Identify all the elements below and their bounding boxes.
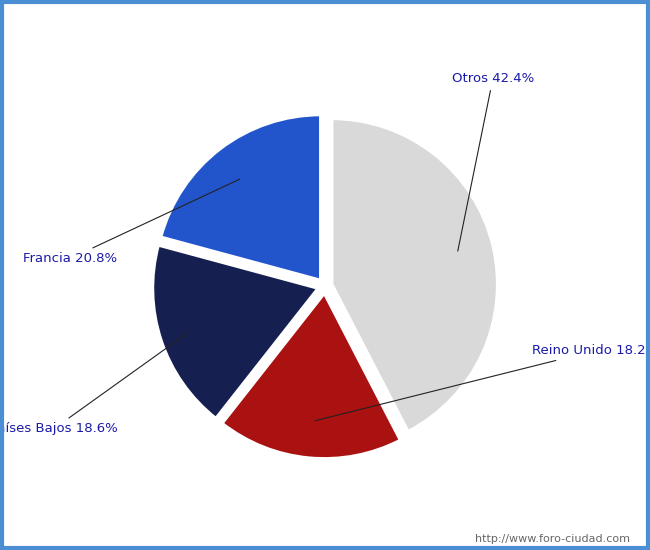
Text: Otros 42.4%: Otros 42.4% bbox=[452, 72, 534, 251]
Wedge shape bbox=[222, 293, 400, 459]
Wedge shape bbox=[332, 118, 498, 432]
Wedge shape bbox=[161, 114, 321, 280]
Text: Reino Unido 18.2%: Reino Unido 18.2% bbox=[315, 344, 650, 421]
Text: Países Bajos 18.6%: Países Bajos 18.6% bbox=[0, 332, 189, 436]
Wedge shape bbox=[153, 245, 318, 419]
Text: http://www.foro-ciudad.com: http://www.foro-ciudad.com bbox=[476, 535, 630, 544]
Text: Francia 20.8%: Francia 20.8% bbox=[23, 179, 240, 265]
Text: Puebla de Don Fadrique - Turistas extranjeros según país - Abril de 2024: Puebla de Don Fadrique - Turistas extran… bbox=[60, 18, 590, 34]
